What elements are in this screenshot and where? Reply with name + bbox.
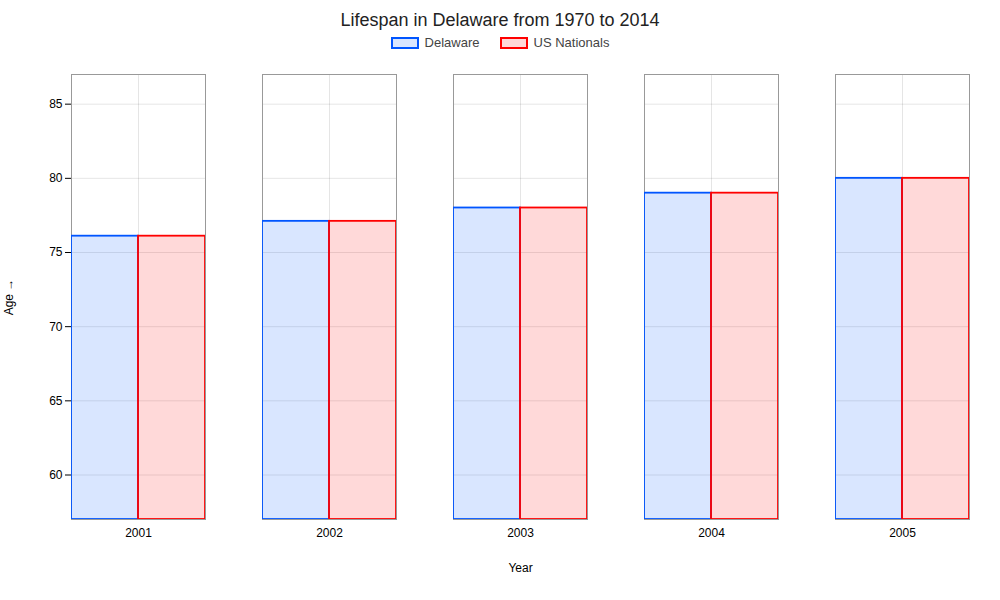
svg-text:60: 60 bbox=[49, 468, 63, 482]
svg-text:2001: 2001 bbox=[125, 526, 152, 540]
svg-text:85: 85 bbox=[49, 97, 63, 111]
svg-text:80: 80 bbox=[49, 171, 63, 185]
svg-text:Age →: Age → bbox=[2, 279, 16, 316]
svg-text:Year: Year bbox=[508, 561, 532, 575]
svg-text:2003: 2003 bbox=[507, 526, 534, 540]
svg-text:65: 65 bbox=[49, 394, 63, 408]
svg-text:70: 70 bbox=[49, 320, 63, 334]
svg-text:2004: 2004 bbox=[698, 526, 725, 540]
svg-text:2005: 2005 bbox=[889, 526, 916, 540]
html-text:Delaware: Delaware bbox=[424, 35, 480, 50]
html-text:US Nationals: US Nationals bbox=[533, 35, 610, 50]
html-text:Lifespan in Delaware from 1970: Lifespan in Delaware from 1970 to 2014 bbox=[340, 10, 660, 30]
svg-text:75: 75 bbox=[49, 245, 63, 259]
svg-text:2002: 2002 bbox=[316, 526, 343, 540]
